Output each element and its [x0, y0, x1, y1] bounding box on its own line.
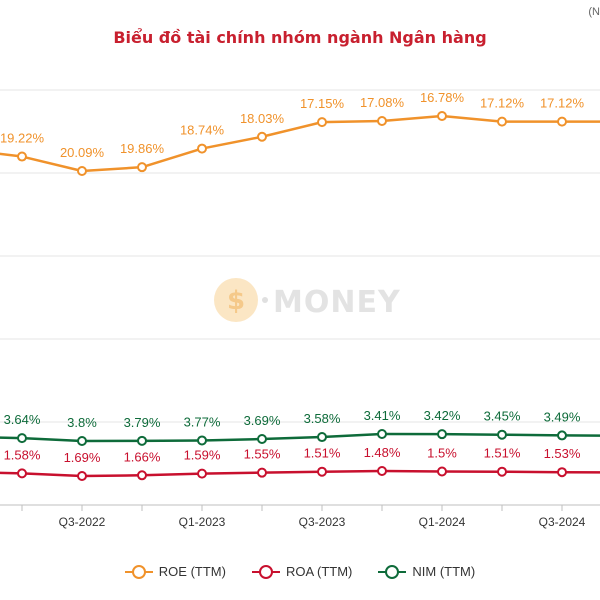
data-label: 3.58%: [304, 411, 341, 426]
data-label: 1.51%: [484, 446, 521, 461]
x-axis: Q3-2022 Q1-2023 Q3-2023 Q1-2024 Q3-2024: [0, 504, 600, 529]
data-label: 1.48%: [364, 445, 401, 460]
watermark-dot: [262, 297, 268, 303]
series-layer: 19.22% 20.09% 19.86% 18.74% 18.03% 17.15% 17.0…: [0, 90, 600, 481]
data-label: 3.49%: [544, 409, 581, 424]
data-point[interactable]: [197, 435, 207, 446]
data-label: 1.69%: [64, 450, 101, 465]
data-point[interactable]: [137, 162, 147, 173]
data-point[interactable]: [77, 471, 87, 481]
series-line: [0, 469, 600, 478]
watermark: $ MONEY: [214, 278, 401, 322]
data-point[interactable]: [377, 115, 387, 126]
legend-item[interactable]: NIM (TTM): [378, 564, 475, 579]
series-line: [0, 114, 600, 173]
gridlines: [0, 89, 600, 423]
legend-label: ROE (TTM): [158, 564, 226, 579]
data-point[interactable]: [437, 429, 447, 440]
x-tick-label: Q1-2024: [419, 515, 466, 529]
legend-label: NIM (TTM): [412, 564, 476, 579]
legend-swatch-icon: [251, 564, 280, 579]
x-tick-label: Q1-2023: [179, 515, 226, 529]
data-point[interactable]: [557, 467, 567, 478]
data-label: 18.03%: [240, 111, 285, 126]
legend: ROE (TTM) ROA (TTM) NIM (TTM): [0, 564, 600, 579]
data-label: 3.41%: [364, 408, 401, 423]
data-label: 17.12%: [480, 96, 525, 111]
data-label: 16.78%: [420, 90, 465, 105]
data-point[interactable]: [557, 116, 567, 127]
data-point[interactable]: [437, 466, 447, 477]
data-label: 3.64%: [4, 412, 41, 427]
series-line: [0, 432, 600, 443]
x-tick-label: Q3-2023: [299, 515, 346, 529]
data-point[interactable]: [137, 470, 147, 481]
series-nim: 3.64% 3.8% 3.79% 3.77% 3.69% 3.58% 3.41% 3.42% 3…: [0, 408, 600, 446]
data-label: 1.58%: [4, 447, 41, 462]
data-label: 20.09%: [60, 145, 105, 160]
data-point[interactable]: [377, 466, 387, 476]
data-point[interactable]: [317, 432, 327, 443]
data-point[interactable]: [257, 131, 267, 142]
data-point[interactable]: [377, 429, 387, 439]
data-point[interactable]: [17, 468, 27, 479]
chart-title: Biểu đồ tài chính nhóm ngành Ngân hàng: [113, 28, 487, 47]
data-point[interactable]: [317, 466, 327, 477]
data-label: 3.8%: [67, 415, 97, 430]
data-label: 18.74%: [180, 123, 225, 138]
watermark-text: MONEY: [273, 285, 401, 320]
data-point[interactable]: [17, 151, 27, 162]
data-label: 17.15%: [300, 96, 345, 111]
data-point[interactable]: [197, 143, 207, 154]
legend-item[interactable]: ROA (TTM): [251, 564, 353, 579]
data-point[interactable]: [77, 436, 87, 446]
watermark-dollar: $: [227, 286, 245, 316]
data-label: 1.66%: [124, 449, 161, 464]
legend-item[interactable]: ROE (TTM): [124, 564, 226, 579]
data-label: 1.51%: [304, 446, 341, 461]
data-label: 19.22%: [0, 131, 44, 146]
data-label: 3.45%: [484, 409, 521, 424]
data-point[interactable]: [497, 429, 507, 440]
data-point[interactable]: [317, 117, 327, 128]
unit-note: (N: [588, 6, 600, 18]
data-label: 1.5%: [427, 445, 457, 460]
data-label: 17.12%: [540, 96, 585, 111]
data-point[interactable]: [257, 467, 267, 478]
data-label: 3.42%: [424, 408, 461, 423]
x-tick-label: Q3-2024: [539, 515, 586, 529]
data-point[interactable]: [77, 166, 87, 176]
data-point[interactable]: [437, 111, 447, 121]
data-label: 19.86%: [120, 141, 165, 156]
legend-swatch-icon: [124, 564, 153, 579]
data-point[interactable]: [257, 434, 267, 445]
data-point[interactable]: [197, 468, 207, 479]
data-point[interactable]: [137, 435, 147, 446]
data-label: 1.53%: [544, 446, 581, 461]
series-roa: 1.58% 1.69% 1.66% 1.59% 1.55% 1.51% 1.48% 1.5% 1…: [0, 445, 600, 481]
legend-swatch-icon: [378, 564, 407, 579]
data-label: 1.55%: [244, 447, 281, 462]
data-point[interactable]: [17, 433, 27, 444]
data-label: 17.08%: [360, 95, 405, 110]
watermark-coin-icon: [214, 278, 258, 322]
data-label: 3.79%: [124, 415, 161, 430]
data-label: 3.77%: [184, 414, 221, 429]
data-label: 1.59%: [184, 448, 221, 463]
data-point[interactable]: [557, 430, 567, 441]
x-tick-label: Q3-2022: [59, 515, 106, 529]
data-point[interactable]: [497, 466, 507, 477]
legend-label: ROA (TTM): [285, 564, 353, 579]
data-label: 3.69%: [244, 413, 281, 428]
data-point[interactable]: [497, 116, 507, 127]
series-roe: 19.22% 20.09% 19.86% 18.74% 18.03% 17.15% 17.0…: [0, 90, 600, 176]
